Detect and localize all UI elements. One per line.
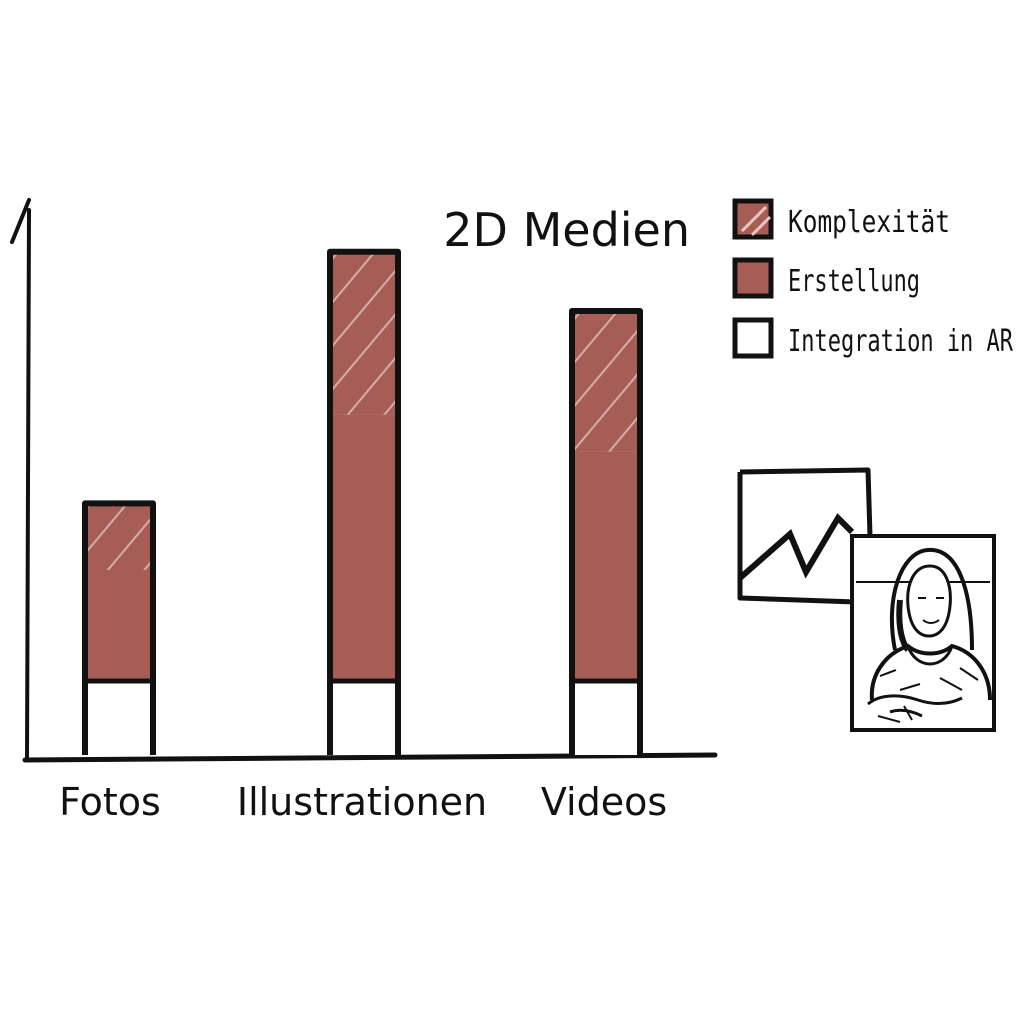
image-frame-icon [737,467,873,605]
chart-title: 2D Medien [443,203,690,257]
legend-item: Komplexität [732,198,950,240]
legend: Komplexität Erstellung Integration in AR [732,198,1014,359]
bar-erstellung-fotos [85,570,153,681]
bar-hatch-illustrationen [330,251,398,415]
mona-lisa-icon [850,534,996,732]
bar-hatch-videos [572,311,640,452]
x-tick-label: Videos [541,780,667,824]
legend-item: Integration in AR [732,317,1014,359]
axes [10,198,718,763]
bar-stack-videos [569,308,643,755]
legend-label: Integration in AR [788,324,1014,359]
bar-integration-in-ar-fotos [85,681,153,755]
bars [82,248,643,755]
legend-label: Erstellung [788,264,920,299]
legend-swatch-hatch [740,205,772,237]
x-tick-label: Illustrationen [237,780,487,824]
bar-outline-illustrationen [327,248,401,755]
bar-outline-fotos [82,500,156,755]
bar-erstellung-illustrationen [330,414,398,681]
bar-integration-in-ar-videos [572,681,640,755]
bar-integration-in-ar-illustrationen [330,681,398,755]
x-tick-labels: Fotos Illustrationen Videos [59,780,667,824]
x-axis [22,752,718,763]
bar-stack-fotos [82,500,156,755]
bar-erstellung-videos [572,451,640,681]
bar-outline-videos [569,308,643,755]
y-axis [10,198,31,762]
legend-label: Komplexität [788,205,950,240]
bar-stack-illustrationen [327,248,401,755]
legend-item: Erstellung [732,257,920,299]
x-tick-label: Fotos [59,780,161,824]
legend-swatch [732,317,774,359]
bar-hatch-fotos [85,503,153,570]
legend-swatch [732,257,774,299]
